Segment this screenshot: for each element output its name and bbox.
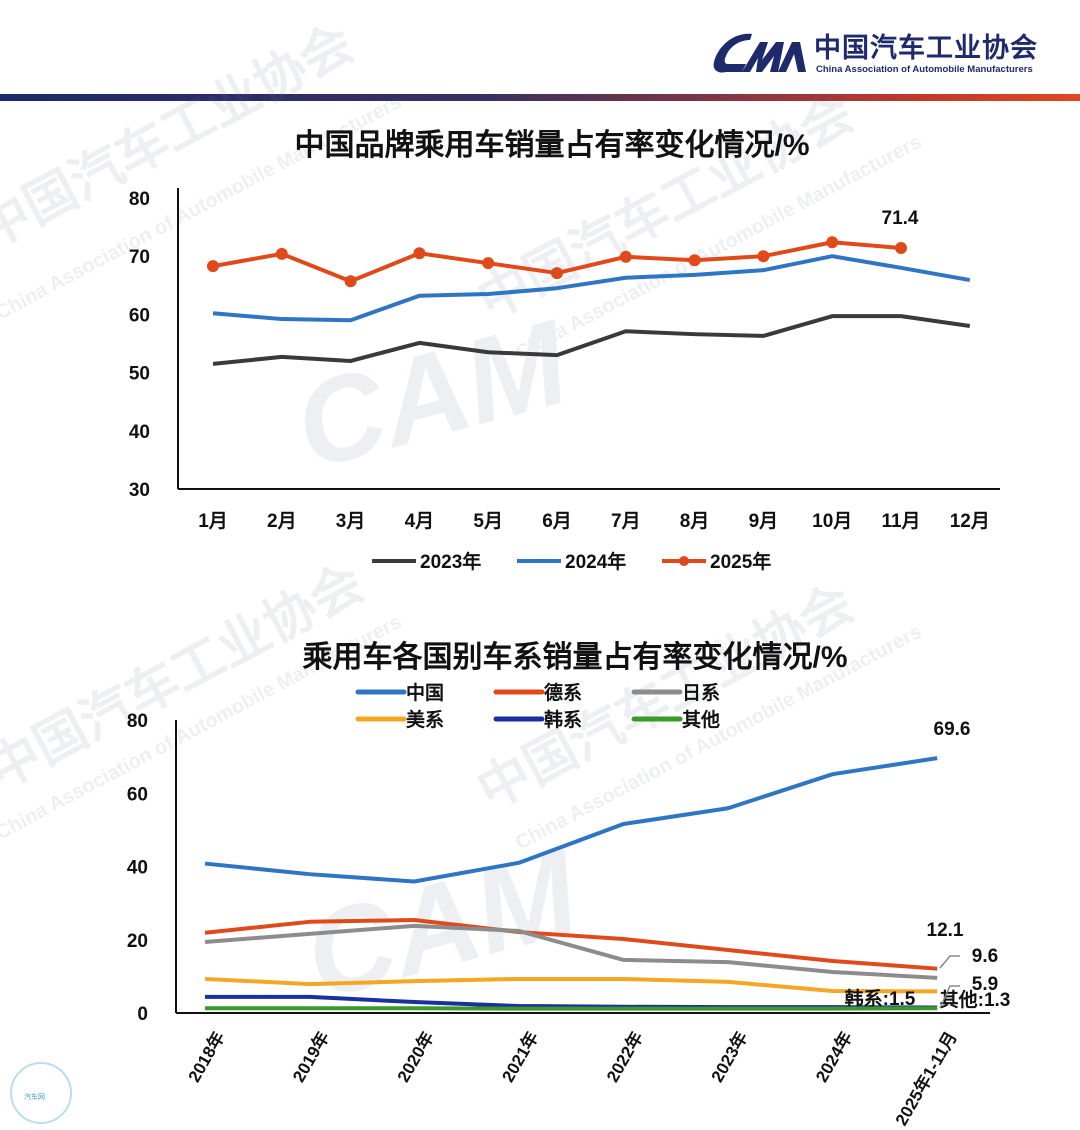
data-point [482, 257, 495, 270]
data-label: 69.6 [934, 719, 971, 740]
data-point [413, 247, 426, 260]
data-label: 韩系:1.5 [845, 987, 916, 1010]
x-tick-label: 5月 [473, 511, 503, 532]
x-tick-label: 7月 [611, 511, 641, 532]
series-line-中国 [204, 756, 938, 884]
x-tick-label: 2019年 [288, 1028, 333, 1085]
legend-label: 2023年 [420, 550, 481, 573]
data-label: 9.6 [972, 946, 998, 967]
data-label: 其他:1.3 [940, 988, 1011, 1011]
x-tick-label: 2024年 [811, 1028, 856, 1085]
legend-label: 日系 [682, 682, 720, 704]
series-line-韩系 [205, 994, 938, 1010]
data-point [757, 250, 770, 263]
series-line-2023年 [212, 314, 971, 366]
y-tick-label: 60 [127, 784, 148, 805]
series-line-日系 [204, 923, 938, 980]
y-tick-label: 80 [127, 711, 148, 732]
x-tick-label: 10月 [812, 511, 852, 532]
y-tick-label: 60 [129, 305, 150, 326]
x-tick-label: 1月 [198, 511, 228, 532]
series-line-德系 [204, 917, 938, 971]
x-tick-label: 2018年 [184, 1028, 229, 1085]
watermark-logo: CAM [282, 294, 584, 495]
cam-logo-icon [713, 33, 806, 73]
x-tick-label: 6月 [542, 511, 572, 532]
x-tick-label: 2021年 [498, 1028, 543, 1085]
footer-badge-text: 汽车网 [24, 1094, 45, 1101]
data-label: 71.4 [882, 208, 919, 229]
legend-label: 其他 [682, 708, 720, 731]
x-tick-label: 11月 [881, 511, 920, 532]
x-tick-label: 2月 [267, 511, 297, 532]
x-tick-label: 2025年1-11月 [891, 1028, 961, 1129]
x-tick-label: 2020年 [393, 1028, 438, 1085]
y-tick-label: 30 [129, 480, 150, 501]
legend-label: 中国 [406, 681, 444, 704]
chart-brand-share: 中国品牌乘用车销量占有率变化情况/% 30 40 50 60 70 80 1月 2月 3月 4月 5月… [129, 128, 1000, 573]
y-tick-label: 20 [127, 931, 148, 952]
data-point [895, 242, 907, 255]
x-tick-label: 3月 [336, 511, 366, 532]
legend-marker [679, 556, 689, 566]
y-tick-label: 0 [137, 1004, 148, 1025]
x-tick-label: 2022年 [602, 1028, 647, 1085]
y-tick-label: 40 [127, 858, 148, 879]
y-tick-label: 80 [129, 189, 150, 210]
data-point [344, 275, 357, 288]
data-label: 5.9 [972, 974, 998, 995]
data-point [275, 247, 288, 260]
chart-title: 乘用车各国别车系销量占有率变化情况/% [302, 640, 847, 674]
footer-badge-icon [10, 1062, 72, 1124]
x-tick-label: 8月 [680, 511, 710, 532]
data-point [688, 254, 701, 267]
leader-line [939, 985, 960, 1009]
x-tick-label: 4月 [405, 511, 435, 532]
chart-title: 中国品牌乘用车销量占有率变化情况/% [294, 128, 809, 162]
y-tick-label: 40 [129, 422, 150, 443]
legend-label: 德系 [544, 681, 582, 704]
legend-label: 2025年 [710, 550, 771, 573]
y-tick-label: 50 [129, 364, 150, 385]
y-tick-label: 70 [129, 247, 150, 268]
x-tick-label: 9月 [749, 511, 779, 532]
data-point [207, 260, 219, 273]
legend-label: 韩系 [544, 708, 582, 731]
legend-label: 美系 [406, 708, 444, 731]
header-divider [0, 94, 1080, 101]
org-name-cn: 中国汽车工业协会 [814, 33, 1038, 64]
series-line-美系 [204, 976, 938, 994]
x-tick-label: 12月 [950, 511, 990, 532]
x-tick-label: 2023年 [707, 1028, 752, 1085]
data-point [826, 236, 839, 249]
data-point [551, 267, 563, 280]
data-point [619, 250, 632, 263]
org-name-en: China Association of Automobile Manufact… [816, 64, 1033, 75]
series-line-2024年 [212, 254, 971, 323]
data-label: 12.1 [927, 920, 964, 941]
leader-line [939, 955, 960, 969]
legend-label: 2024年 [565, 550, 626, 573]
watermark-cn: 中国汽车工业协会 [0, 554, 373, 801]
